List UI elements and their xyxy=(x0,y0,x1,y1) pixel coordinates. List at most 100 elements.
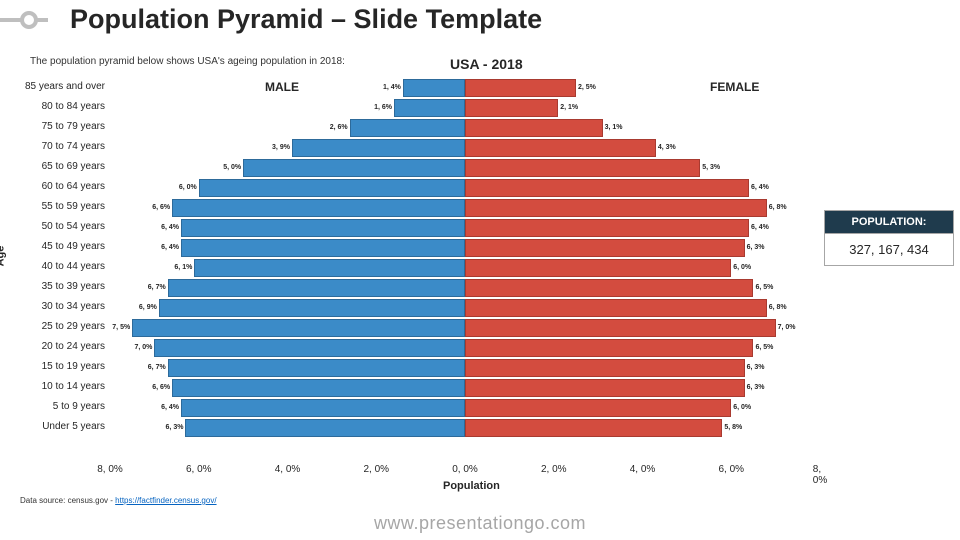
male-pct: 6, 7% xyxy=(148,364,166,371)
female-pct: 6, 0% xyxy=(733,264,751,271)
female-pct: 6, 4% xyxy=(751,184,769,191)
female-bar xyxy=(465,79,576,97)
age-label: 75 to 79 years xyxy=(0,121,105,132)
male-bar xyxy=(181,239,465,257)
male-pct: 6, 9% xyxy=(139,304,157,311)
male-pct: 7, 0% xyxy=(134,344,152,351)
female-pct: 6, 0% xyxy=(733,404,751,411)
female-pct: 5, 3% xyxy=(702,164,720,171)
male-bar xyxy=(154,339,465,357)
pyramid-row: 50 to 54 years6, 4%6, 4% xyxy=(110,218,820,238)
pyramid-row: 35 to 39 years6, 7%6, 5% xyxy=(110,278,820,298)
male-bar xyxy=(185,419,465,437)
female-bar xyxy=(465,339,753,357)
male-bar xyxy=(181,219,465,237)
pyramid-row: 20 to 24 years7, 0%6, 5% xyxy=(110,338,820,358)
male-bar xyxy=(199,179,465,197)
pyramid-row: 85 years and over1, 4%2, 5% xyxy=(110,78,820,98)
female-pct: 2, 1% xyxy=(560,104,578,111)
male-pct: 7, 5% xyxy=(112,324,130,331)
pyramid-row: 30 to 34 years6, 9%6, 8% xyxy=(110,298,820,318)
female-bar xyxy=(465,279,753,297)
female-bar xyxy=(465,319,776,337)
pyramid-row: 80 to 84 years1, 6%2, 1% xyxy=(110,98,820,118)
female-pct: 6, 8% xyxy=(769,304,787,311)
population-label: POPULATION: xyxy=(824,210,954,234)
pyramid-row: 10 to 14 years6, 6%6, 3% xyxy=(110,378,820,398)
male-pct: 1, 6% xyxy=(374,104,392,111)
female-bar xyxy=(465,419,722,437)
male-pct: 5, 0% xyxy=(223,164,241,171)
x-tick: 8, 0% xyxy=(97,464,123,475)
page-title: Population Pyramid – Slide Template xyxy=(70,4,542,35)
x-tick: 6, 0% xyxy=(186,464,212,475)
pyramid-row: 75 to 79 years2, 6%3, 1% xyxy=(110,118,820,138)
female-pct: 6, 3% xyxy=(747,384,765,391)
header-decor-circle xyxy=(20,11,38,29)
pyramid-row: Under 5 years6, 3%5, 8% xyxy=(110,418,820,438)
female-pct: 6, 3% xyxy=(747,244,765,251)
male-bar xyxy=(394,99,465,117)
population-value: 327, 167, 434 xyxy=(824,234,954,266)
pyramid-row: 45 to 49 years6, 4%6, 3% xyxy=(110,238,820,258)
population-box: POPULATION: 327, 167, 434 xyxy=(824,210,954,266)
male-bar xyxy=(168,279,465,297)
age-label: 35 to 39 years xyxy=(0,281,105,292)
male-bar xyxy=(292,139,465,157)
pyramid-row: 5 to 9 years6, 4%6, 0% xyxy=(110,398,820,418)
female-bar xyxy=(465,299,767,317)
pyramid-row: 25 to 29 years7, 5%7, 0% xyxy=(110,318,820,338)
female-bar xyxy=(465,379,745,397)
male-bar xyxy=(172,379,465,397)
age-label: Under 5 years xyxy=(0,421,105,432)
female-bar xyxy=(465,259,731,277)
male-pct: 6, 1% xyxy=(174,264,192,271)
footer-name: presentationgo xyxy=(419,513,545,533)
female-bar xyxy=(465,199,767,217)
source-link[interactable]: https://factfinder.census.gov/ xyxy=(115,496,216,505)
female-pct: 7, 0% xyxy=(778,324,796,331)
female-pct: 5, 8% xyxy=(724,424,742,431)
female-pct: 3, 1% xyxy=(605,124,623,131)
footer-www: www. xyxy=(374,513,419,533)
age-label: 20 to 24 years xyxy=(0,341,105,352)
x-tick: 4, 0% xyxy=(275,464,301,475)
age-label: 30 to 34 years xyxy=(0,301,105,312)
age-label: 40 to 44 years xyxy=(0,261,105,272)
male-bar xyxy=(194,259,465,277)
female-bar xyxy=(465,219,749,237)
pyramid-row: 70 to 74 years3, 9%4, 3% xyxy=(110,138,820,158)
footer-com: .com xyxy=(545,513,586,533)
male-bar xyxy=(181,399,465,417)
female-bar xyxy=(465,239,745,257)
age-label: 60 to 64 years xyxy=(0,181,105,192)
x-tick: 4, 0% xyxy=(630,464,656,475)
female-bar xyxy=(465,179,749,197)
female-bar xyxy=(465,119,603,137)
male-pct: 2, 6% xyxy=(330,124,348,131)
pyramid-row: 15 to 19 years6, 7%6, 3% xyxy=(110,358,820,378)
male-pct: 6, 6% xyxy=(152,384,170,391)
female-pct: 6, 8% xyxy=(769,204,787,211)
pyramid-chart: 85 years and over1, 4%2, 5%80 to 84 year… xyxy=(110,78,820,478)
female-bar xyxy=(465,359,745,377)
female-pct: 6, 4% xyxy=(751,224,769,231)
subtitle: The population pyramid below shows USA's… xyxy=(30,56,345,67)
male-pct: 6, 3% xyxy=(166,424,184,431)
male-pct: 6, 4% xyxy=(161,224,179,231)
male-pct: 6, 4% xyxy=(161,244,179,251)
male-bar xyxy=(132,319,465,337)
age-label: 70 to 74 years xyxy=(0,141,105,152)
female-bar xyxy=(465,159,700,177)
age-label: 65 to 69 years xyxy=(0,161,105,172)
female-pct: 2, 5% xyxy=(578,84,596,91)
age-label: 80 to 84 years xyxy=(0,101,105,112)
x-tick: 0, 0% xyxy=(452,464,478,475)
pyramid-row: 60 to 64 years6, 0%6, 4% xyxy=(110,178,820,198)
male-bar xyxy=(350,119,465,137)
source-prefix: Data source: census.gov - xyxy=(20,496,115,505)
male-pct: 1, 4% xyxy=(383,84,401,91)
male-pct: 3, 9% xyxy=(272,144,290,151)
x-axis-title: Population xyxy=(443,480,500,492)
female-bar xyxy=(465,139,656,157)
